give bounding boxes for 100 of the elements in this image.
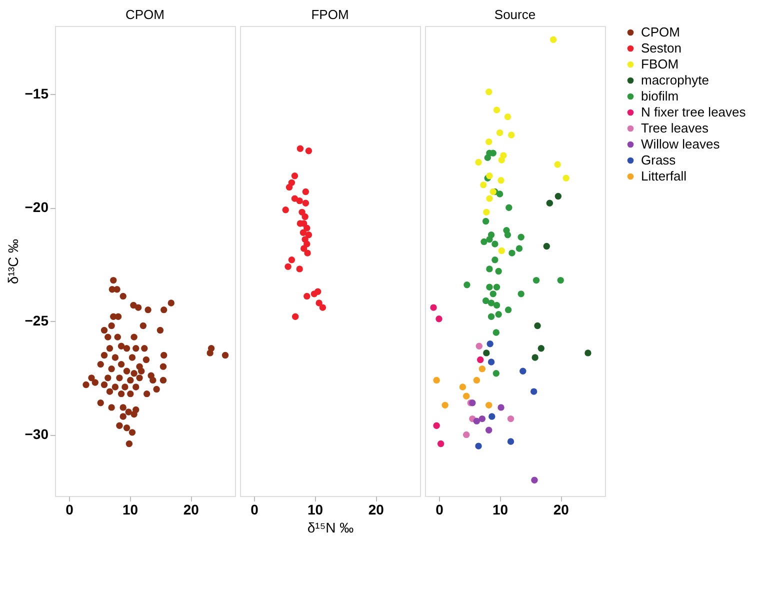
point (475, 442, 482, 450)
point (490, 290, 496, 298)
legend-label: Tree leaves (641, 120, 709, 136)
point (485, 426, 492, 434)
x-tick-label: 0 (66, 502, 74, 518)
point (296, 197, 303, 204)
point (498, 404, 504, 411)
point (546, 200, 554, 206)
point (538, 345, 545, 352)
x-tick-label: 0 (436, 502, 444, 518)
point (495, 268, 502, 275)
point (488, 313, 495, 320)
point (532, 276, 540, 284)
point (550, 36, 557, 43)
point (488, 413, 496, 420)
point (496, 190, 504, 198)
point (300, 229, 307, 236)
point (296, 266, 303, 272)
point (493, 302, 500, 309)
point (476, 342, 482, 350)
point (319, 304, 326, 311)
point (554, 161, 561, 168)
point (492, 240, 498, 248)
point (473, 418, 480, 424)
point (475, 158, 482, 166)
x-tick-label: 10 (492, 502, 508, 518)
point (488, 232, 495, 238)
point (296, 145, 304, 152)
point (316, 300, 322, 306)
legend-label: biofilm (641, 88, 679, 104)
point (482, 297, 490, 304)
point (304, 224, 310, 232)
point (433, 422, 440, 429)
point (304, 250, 311, 256)
point (554, 192, 562, 200)
point (284, 263, 292, 270)
point (304, 292, 310, 300)
x-tick-label: 0 (250, 502, 259, 518)
point (302, 188, 310, 196)
y-tick-label: −20 (24, 199, 49, 216)
point (291, 172, 298, 180)
legend-label: N fixer tree leaves (641, 104, 746, 120)
point (288, 256, 296, 264)
point (486, 195, 493, 202)
point (480, 182, 487, 188)
point (482, 218, 490, 225)
point (508, 132, 515, 138)
legend-label: Litterfall (641, 168, 687, 184)
legend-label: CPOM (641, 24, 680, 40)
point (442, 402, 448, 409)
point (486, 266, 493, 272)
point (282, 206, 289, 214)
point (507, 438, 514, 445)
point (292, 313, 299, 320)
point (562, 174, 570, 182)
x-tick-label: 10 (308, 502, 324, 518)
legend-label: FBOM (641, 56, 679, 72)
point (493, 284, 500, 290)
point (506, 204, 512, 211)
point (459, 384, 466, 390)
point (488, 358, 495, 366)
legend-label: Grass (641, 152, 676, 168)
point (485, 138, 492, 146)
point (530, 388, 538, 395)
point (305, 148, 312, 154)
point (504, 113, 512, 120)
chart-title: FPOM (311, 7, 349, 22)
point (496, 129, 504, 136)
legend-label: Seston (641, 40, 682, 56)
point (498, 177, 504, 184)
legend-label: macrophyte (641, 72, 709, 88)
point (305, 232, 312, 238)
x-tick-label: 20 (183, 502, 200, 518)
point (486, 284, 493, 290)
point (483, 208, 490, 216)
y-axis-title: δ¹³C ‰ (4, 238, 21, 284)
point (532, 354, 538, 361)
chart-title: CPOM (126, 7, 164, 22)
x-axis-title: δ¹⁵N ‰ (307, 520, 354, 536)
point (437, 440, 444, 448)
point (478, 366, 486, 372)
point (483, 350, 490, 356)
point (433, 376, 440, 384)
point (557, 276, 564, 284)
point (584, 350, 592, 356)
point (507, 415, 514, 422)
point (476, 356, 484, 364)
point (493, 106, 500, 114)
point (462, 431, 470, 438)
point (492, 256, 498, 264)
point (518, 234, 524, 241)
chart-title: Source (494, 7, 536, 22)
point (302, 200, 310, 206)
point (498, 247, 505, 254)
point (485, 402, 492, 409)
point (495, 311, 502, 318)
point (488, 300, 495, 306)
legend-label: Willow leaves (641, 136, 720, 152)
point (504, 232, 512, 238)
point (430, 304, 437, 311)
